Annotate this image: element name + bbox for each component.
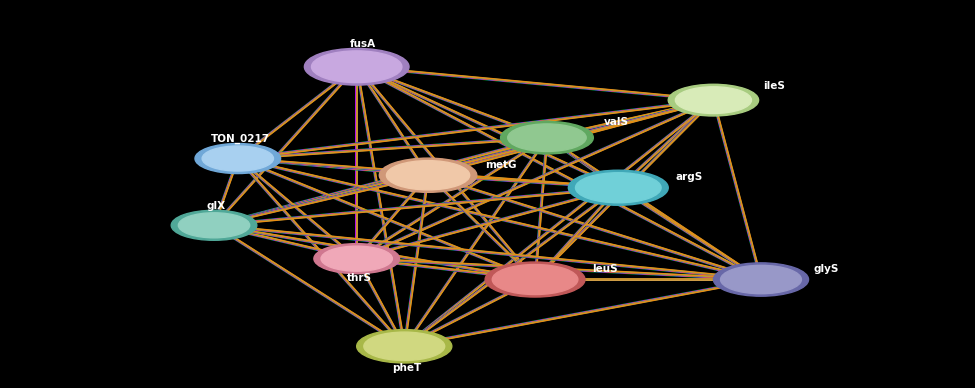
Text: argS: argS (676, 172, 703, 182)
Text: valS: valS (604, 117, 629, 127)
Circle shape (575, 173, 661, 203)
Circle shape (314, 244, 400, 274)
Circle shape (500, 121, 594, 154)
Text: leuS: leuS (592, 264, 618, 274)
Circle shape (508, 124, 586, 151)
Circle shape (676, 87, 752, 113)
Circle shape (312, 51, 402, 83)
Circle shape (364, 332, 445, 360)
Circle shape (172, 210, 256, 240)
Circle shape (178, 213, 250, 238)
Circle shape (195, 144, 281, 173)
Circle shape (492, 265, 578, 294)
Circle shape (714, 263, 808, 296)
Text: TON_0217: TON_0217 (211, 133, 270, 144)
Circle shape (321, 246, 392, 271)
Circle shape (568, 170, 668, 205)
Text: glyS: glyS (813, 264, 838, 274)
Text: ileS: ileS (763, 81, 785, 90)
Circle shape (379, 158, 477, 192)
Circle shape (357, 329, 451, 363)
Circle shape (304, 48, 410, 85)
Text: fusA: fusA (350, 39, 375, 49)
Circle shape (386, 161, 470, 190)
Text: thrS: thrS (346, 273, 371, 283)
Text: pheT: pheT (392, 363, 421, 373)
Text: glX: glX (207, 201, 226, 211)
Circle shape (486, 262, 585, 297)
Circle shape (668, 84, 759, 116)
Circle shape (202, 146, 273, 171)
Circle shape (721, 265, 801, 294)
Text: metG: metG (486, 160, 517, 170)
